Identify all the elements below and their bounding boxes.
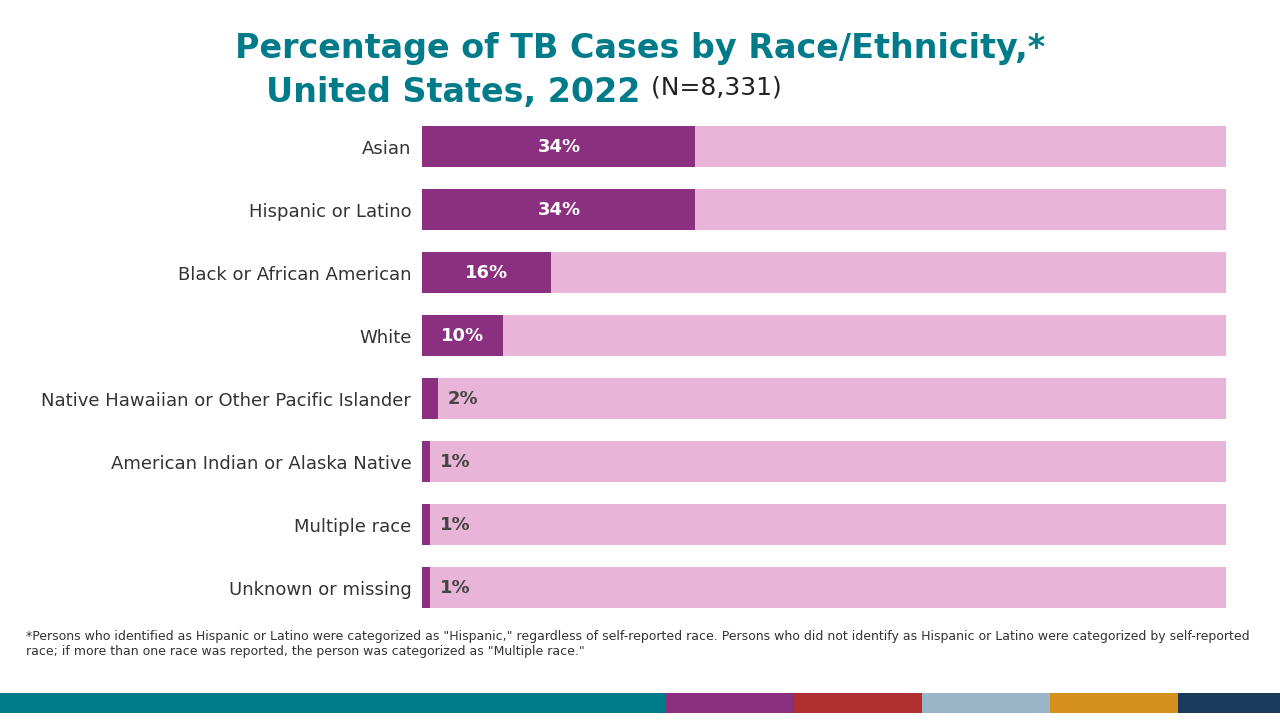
Text: Percentage of TB Cases by Race/Ethnicity,*: Percentage of TB Cases by Race/Ethnicity… <box>234 32 1046 66</box>
Text: United States, 2022: United States, 2022 <box>266 76 640 109</box>
Text: 2%: 2% <box>448 390 479 408</box>
Bar <box>422 126 1225 167</box>
Bar <box>422 315 503 356</box>
Bar <box>422 567 1225 608</box>
Bar <box>422 504 1225 545</box>
Text: *Persons who identified as Hispanic or Latino were categorized as "Hispanic," re: *Persons who identified as Hispanic or L… <box>26 630 1249 658</box>
Bar <box>422 189 1225 230</box>
Text: 34%: 34% <box>538 201 581 219</box>
Text: 16%: 16% <box>465 264 508 282</box>
Text: 1%: 1% <box>440 579 471 597</box>
Bar <box>422 315 1225 356</box>
Bar <box>422 567 430 608</box>
Bar <box>422 504 430 545</box>
Bar <box>422 378 439 419</box>
Bar <box>422 441 1225 482</box>
Bar <box>422 252 1225 293</box>
Bar <box>422 252 550 293</box>
Text: (N=8,331): (N=8,331) <box>643 76 781 99</box>
Text: 1%: 1% <box>440 516 471 534</box>
Bar <box>422 126 695 167</box>
Text: 10%: 10% <box>442 327 484 345</box>
Text: 1%: 1% <box>440 453 471 471</box>
Text: 34%: 34% <box>538 138 581 156</box>
Bar <box>422 441 430 482</box>
Bar <box>422 378 1225 419</box>
Bar <box>422 189 695 230</box>
